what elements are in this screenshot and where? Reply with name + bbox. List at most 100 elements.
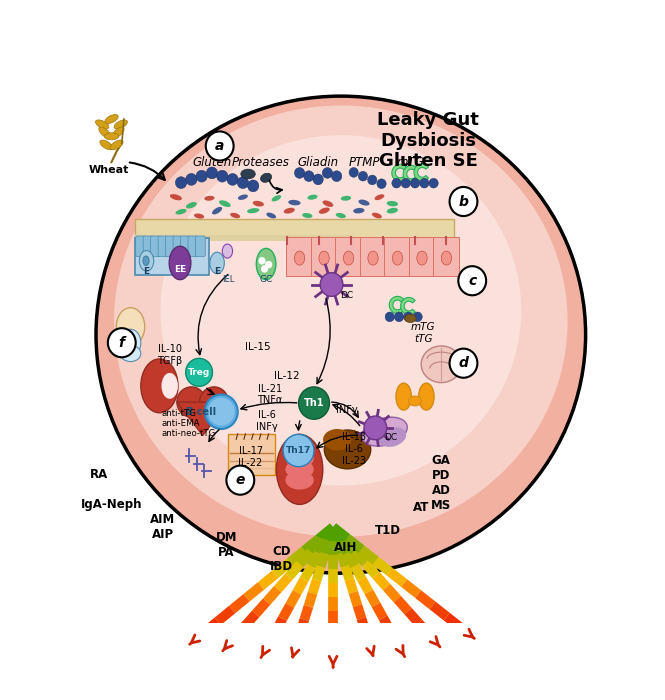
- FancyBboxPatch shape: [158, 236, 168, 256]
- Ellipse shape: [194, 214, 204, 218]
- FancyBboxPatch shape: [188, 236, 198, 256]
- FancyBboxPatch shape: [384, 237, 410, 276]
- Text: mTG: mTG: [396, 155, 424, 169]
- FancyBboxPatch shape: [136, 236, 146, 256]
- Ellipse shape: [277, 434, 323, 505]
- Ellipse shape: [162, 373, 178, 399]
- Text: IL-15: IL-15: [245, 342, 270, 352]
- Wedge shape: [392, 164, 406, 181]
- Circle shape: [385, 312, 394, 322]
- FancyBboxPatch shape: [286, 237, 313, 276]
- Polygon shape: [177, 402, 229, 435]
- Text: AIM
AIP: AIM AIP: [150, 513, 176, 541]
- Ellipse shape: [100, 140, 113, 150]
- Text: T1D: T1D: [375, 524, 401, 537]
- Circle shape: [258, 257, 265, 265]
- Text: DC: DC: [340, 290, 354, 300]
- Circle shape: [332, 171, 342, 181]
- Circle shape: [323, 167, 332, 178]
- Text: AT: AT: [412, 500, 429, 514]
- Circle shape: [394, 312, 404, 322]
- Ellipse shape: [266, 213, 276, 218]
- Circle shape: [458, 266, 486, 295]
- Text: DM
PA: DM PA: [215, 531, 237, 559]
- Ellipse shape: [284, 208, 295, 213]
- Ellipse shape: [358, 199, 370, 206]
- Circle shape: [177, 387, 205, 417]
- Ellipse shape: [323, 200, 333, 207]
- Ellipse shape: [210, 252, 224, 274]
- Text: CD
IBD: CD IBD: [270, 545, 293, 573]
- FancyBboxPatch shape: [311, 237, 337, 276]
- Ellipse shape: [104, 133, 118, 140]
- FancyBboxPatch shape: [134, 235, 351, 241]
- Ellipse shape: [362, 417, 407, 446]
- Ellipse shape: [120, 329, 141, 356]
- Circle shape: [321, 272, 343, 296]
- Circle shape: [217, 170, 228, 182]
- Ellipse shape: [212, 207, 222, 214]
- Ellipse shape: [110, 140, 123, 150]
- FancyBboxPatch shape: [360, 237, 386, 276]
- Text: IL-10
TGFβ: IL-10 TGFβ: [157, 344, 182, 366]
- Ellipse shape: [112, 127, 124, 138]
- Text: INFγ: INFγ: [336, 405, 358, 415]
- Text: a: a: [215, 139, 224, 153]
- Text: Proteases: Proteases: [232, 155, 290, 169]
- Ellipse shape: [307, 195, 318, 200]
- Ellipse shape: [160, 135, 521, 486]
- Text: IL-17
IL-22: IL-17 IL-22: [239, 446, 263, 468]
- Circle shape: [265, 261, 272, 268]
- Text: B cell: B cell: [186, 407, 215, 416]
- Ellipse shape: [336, 213, 346, 218]
- Circle shape: [358, 172, 368, 181]
- Circle shape: [450, 349, 477, 378]
- Ellipse shape: [374, 195, 384, 200]
- Text: f: f: [119, 336, 125, 350]
- Circle shape: [392, 178, 401, 188]
- Ellipse shape: [421, 346, 462, 383]
- Circle shape: [200, 387, 229, 417]
- Circle shape: [176, 176, 187, 188]
- Ellipse shape: [372, 213, 382, 218]
- Wedge shape: [414, 164, 428, 181]
- Wedge shape: [400, 298, 415, 315]
- Circle shape: [404, 312, 413, 322]
- Ellipse shape: [116, 308, 145, 345]
- Circle shape: [304, 171, 314, 181]
- Ellipse shape: [285, 460, 314, 479]
- Text: Gliadin: Gliadin: [297, 155, 338, 169]
- Ellipse shape: [392, 251, 403, 265]
- Circle shape: [247, 180, 259, 192]
- Text: mTG
tTG: mTG tTG: [411, 322, 436, 344]
- Ellipse shape: [204, 196, 215, 201]
- Ellipse shape: [120, 345, 141, 362]
- Text: Leaky Gut
Dysbiosis
Gluten SE: Leaky Gut Dysbiosis Gluten SE: [378, 111, 479, 170]
- Text: E: E: [214, 267, 220, 276]
- Ellipse shape: [230, 213, 240, 218]
- Circle shape: [450, 187, 477, 216]
- Ellipse shape: [247, 208, 259, 213]
- Ellipse shape: [419, 383, 434, 410]
- Ellipse shape: [114, 120, 128, 129]
- Circle shape: [420, 178, 429, 188]
- Ellipse shape: [295, 251, 305, 265]
- Text: IL-12: IL-12: [274, 371, 299, 381]
- FancyBboxPatch shape: [134, 218, 454, 237]
- FancyBboxPatch shape: [229, 434, 275, 475]
- Text: Wheat: Wheat: [88, 165, 129, 175]
- FancyBboxPatch shape: [151, 236, 160, 256]
- Ellipse shape: [353, 208, 364, 213]
- Ellipse shape: [396, 383, 412, 410]
- Circle shape: [429, 178, 438, 188]
- Ellipse shape: [343, 251, 354, 265]
- Text: Th17: Th17: [286, 446, 311, 455]
- Text: c: c: [468, 274, 476, 288]
- Wedge shape: [403, 165, 418, 183]
- Ellipse shape: [325, 430, 370, 469]
- Circle shape: [208, 398, 235, 426]
- Text: IgA-Neph: IgA-Neph: [80, 498, 142, 511]
- Circle shape: [205, 395, 238, 429]
- Circle shape: [205, 132, 233, 160]
- Text: GC: GC: [259, 274, 273, 284]
